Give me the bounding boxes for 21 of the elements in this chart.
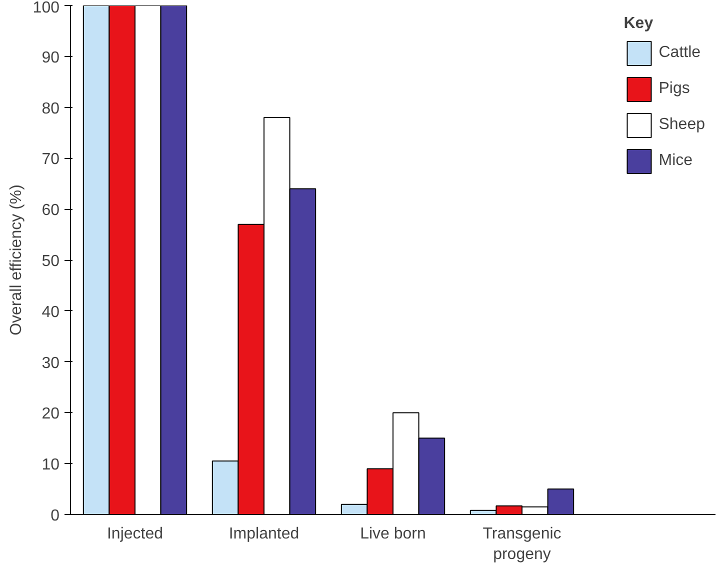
legend-label: Mice bbox=[658, 152, 693, 170]
y-tick-label: 60 bbox=[42, 202, 60, 220]
legend-label: Cattle bbox=[658, 44, 701, 62]
y-tick-label: 0 bbox=[50, 508, 60, 524]
y-tick-label: 10 bbox=[42, 456, 60, 474]
legend-label: Sheep bbox=[658, 116, 705, 134]
y-tick-label: 50 bbox=[42, 253, 60, 270]
y-axis-title: Overall efficiency (%) bbox=[8, 184, 25, 336]
x-tick-label: Live born bbox=[360, 526, 426, 542]
y-tick-label: 20 bbox=[42, 406, 60, 423]
y-tick-label: 100 bbox=[32, 0, 60, 16]
y-tick-label: 40 bbox=[42, 304, 60, 321]
legend-label: Pigs bbox=[658, 80, 690, 98]
y-tick-label: 80 bbox=[42, 100, 60, 118]
y-tick-label: 90 bbox=[42, 49, 60, 66]
y-tick-label: 70 bbox=[42, 151, 60, 168]
legend-title: Key bbox=[624, 15, 654, 33]
y-tick-label: 30 bbox=[42, 354, 60, 372]
x-tick-label: Implanted bbox=[228, 526, 300, 542]
x-tick-label: Transgenic progeny bbox=[482, 526, 562, 563]
x-tick-label: Injected bbox=[106, 526, 164, 542]
